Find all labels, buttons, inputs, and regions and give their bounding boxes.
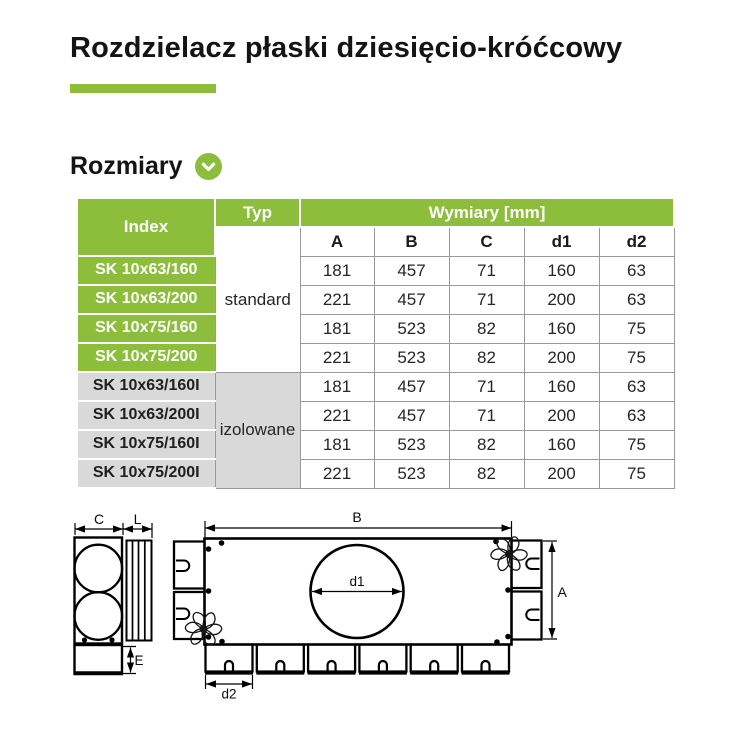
value-cell: 200 bbox=[523, 400, 600, 431]
value-cell: 523 bbox=[373, 429, 450, 460]
section-title: Rozmiary bbox=[70, 152, 183, 180]
index-cell: SK 10x75/160I bbox=[76, 429, 216, 460]
value-cell: 221 bbox=[299, 284, 375, 315]
chevron-down-icon[interactable] bbox=[194, 153, 222, 180]
value-cell: 457 bbox=[373, 371, 450, 402]
table-row: SK 10x75/200 221 523 82 200 75 bbox=[76, 342, 675, 373]
scribble-mark-bottom-left bbox=[176, 602, 231, 656]
value-cell: 221 bbox=[299, 458, 375, 489]
table-row: SK 10x63/160 181 457 71 160 63 bbox=[76, 255, 675, 286]
value-cell: 457 bbox=[373, 255, 450, 286]
col-header-typ: Typ bbox=[214, 197, 301, 228]
value-cell: 71 bbox=[448, 371, 525, 402]
value-cell: 71 bbox=[448, 255, 525, 286]
value-cell: 457 bbox=[373, 400, 450, 431]
index-cell: SK 10x63/200 bbox=[76, 284, 216, 315]
dim-header-b: B bbox=[373, 226, 450, 257]
dim-label-b: B bbox=[352, 509, 361, 525]
dim-header-a: A bbox=[299, 226, 375, 257]
title-underline bbox=[70, 84, 216, 93]
index-cell: SK 10x63/160 bbox=[76, 255, 216, 286]
value-cell: 82 bbox=[448, 429, 525, 460]
table-row: SK 10x75/160I 181 523 82 160 75 bbox=[76, 429, 675, 460]
scribble-mark-top-right bbox=[485, 530, 532, 578]
value-cell: 82 bbox=[448, 342, 525, 373]
type-cell-izolowane: izolowane bbox=[214, 371, 301, 489]
value-cell: 75 bbox=[598, 429, 675, 460]
value-cell: 160 bbox=[523, 371, 600, 402]
value-cell: 75 bbox=[598, 342, 675, 373]
value-cell: 71 bbox=[448, 400, 525, 431]
col-header-index: Index bbox=[76, 197, 216, 257]
value-cell: 160 bbox=[523, 429, 600, 460]
index-cell: SK 10x63/200I bbox=[76, 400, 216, 431]
value-cell: 82 bbox=[448, 458, 525, 489]
dim-label-e: E bbox=[135, 653, 144, 668]
index-cell: SK 10x63/160I bbox=[76, 371, 216, 402]
index-cell: SK 10x75/160 bbox=[76, 313, 216, 344]
dim-label-d2: d2 bbox=[221, 687, 236, 702]
page-title: Rozdzielacz płaski dziesięcio-króćcowy bbox=[70, 32, 623, 64]
value-cell: 200 bbox=[523, 284, 600, 315]
value-cell: 523 bbox=[373, 313, 450, 344]
dim-label-d1: d1 bbox=[349, 574, 364, 589]
value-cell: 82 bbox=[448, 313, 525, 344]
value-cell: 75 bbox=[598, 458, 675, 489]
col-header-wymiary: Wymiary [mm] bbox=[298, 197, 676, 228]
value-cell: 181 bbox=[299, 371, 375, 402]
table-row: SK 10x63/200I 221 457 71 200 63 bbox=[76, 400, 675, 431]
dim-header-d1: d1 bbox=[523, 226, 600, 257]
value-cell: 221 bbox=[299, 342, 375, 373]
table-row: SK 10x75/200I 221 523 82 200 75 bbox=[76, 458, 675, 489]
value-cell: 457 bbox=[373, 284, 450, 315]
side-view bbox=[73, 523, 153, 676]
value-cell: 63 bbox=[598, 400, 675, 431]
table-row: SK 10x63/200 221 457 71 200 63 bbox=[76, 284, 675, 315]
sizes-accordion-header[interactable]: Rozmiary bbox=[70, 152, 222, 181]
value-cell: 160 bbox=[523, 313, 600, 344]
table-row: SK 10x63/160I izolowane 181 457 71 160 6… bbox=[76, 371, 675, 489]
dim-label-c: C bbox=[94, 511, 104, 527]
value-cell: 523 bbox=[373, 342, 450, 373]
dim-header-c: C bbox=[448, 226, 525, 257]
value-cell: 181 bbox=[299, 255, 375, 286]
dim-label-a: A bbox=[558, 584, 568, 600]
value-cell: 523 bbox=[373, 458, 450, 489]
value-cell: 200 bbox=[523, 458, 600, 489]
dim-label-l: L bbox=[134, 511, 142, 527]
value-cell: 221 bbox=[299, 400, 375, 431]
value-cell: 160 bbox=[523, 255, 600, 286]
value-cell: 63 bbox=[598, 371, 675, 402]
dim-header-d2: d2 bbox=[598, 226, 675, 257]
value-cell: 71 bbox=[448, 284, 525, 315]
front-view bbox=[172, 521, 557, 689]
value-cell: 63 bbox=[598, 255, 675, 286]
sizes-table: Index Typ Wymiary [mm] standard A B C d1… bbox=[76, 197, 676, 489]
value-cell: 181 bbox=[299, 429, 375, 460]
value-cell: 63 bbox=[598, 284, 675, 315]
type-cell-standard: standard bbox=[214, 226, 301, 373]
index-cell: SK 10x75/200 bbox=[76, 342, 216, 373]
table-row: SK 10x75/160 181 523 82 160 75 bbox=[76, 313, 675, 344]
value-cell: 200 bbox=[523, 342, 600, 373]
value-cell: 181 bbox=[299, 313, 375, 344]
value-cell: 75 bbox=[598, 313, 675, 344]
index-cell: SK 10x75/200I bbox=[76, 458, 216, 489]
